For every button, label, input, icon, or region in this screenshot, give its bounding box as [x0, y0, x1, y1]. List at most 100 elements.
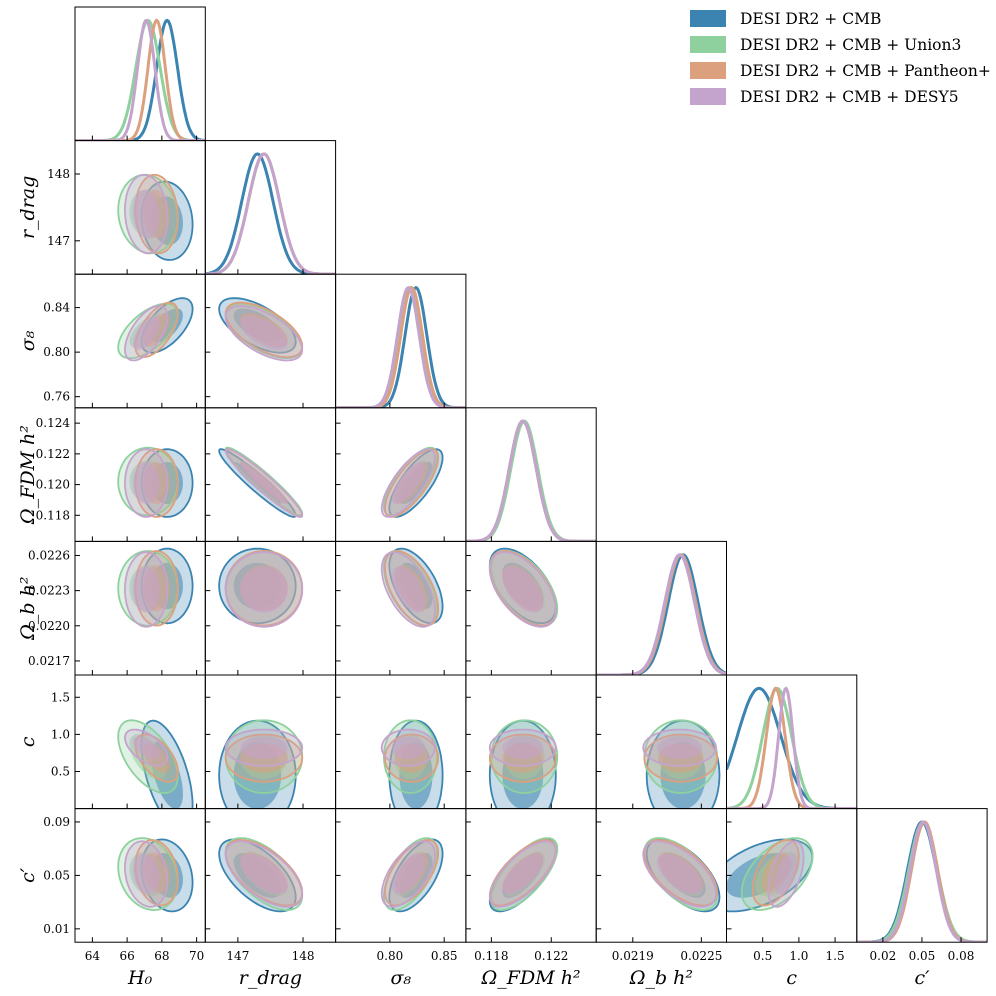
contour-68-c-H0-series-3: [133, 736, 160, 759]
x-tick-label-OmFDM: 0.118: [474, 949, 508, 963]
contour-68-c-OmFDM-series-3: [502, 736, 544, 759]
contour-68-cprime-Ombh2-series-3: [657, 853, 703, 895]
y-tick-label-OmFDM: 0.118: [36, 508, 70, 522]
legend-label-series-3: DESI DR2 + CMB + DESY5: [740, 88, 959, 106]
y-tick-label-cprime: 0.05: [43, 868, 70, 882]
marginal-line-cprime-series-0: [856, 820, 988, 943]
legend-swatch-series-0: [690, 10, 726, 27]
marginal-line-cprime-series-2: [856, 820, 988, 943]
marginal-line-Ombh2-series-3: [596, 553, 727, 676]
panel-cprime-Ombh2: 0.0219 0.0225: [595, 808, 728, 963]
legend-swatch-series-2: [690, 62, 726, 79]
x-tick-label-c: 1.5: [826, 949, 845, 963]
panel-rdrag-H0: 147 148: [47, 140, 206, 275]
contour-68-c-Ombh2-series-3: [657, 736, 703, 759]
panel-Ombh2-H0: 0.0217 0.0220 0.0223 0.0226: [28, 540, 206, 676]
y-tick-label-rdrag: 147: [47, 234, 70, 248]
legend: DESI DR2 + CMB DESI DR2 + CMB + Union3 DES…: [690, 10, 991, 106]
panel-Ombh2-OmFDM: [465, 540, 597, 676]
panel-rdrag-rdrag: [204, 140, 337, 275]
panel-cprime-H0: 64 66 68 70 0.01 0.05 0.09: [43, 808, 206, 963]
panel-c-OmFDM: [465, 674, 597, 810]
panel-c-Ombh2: [595, 674, 728, 810]
y-axis-label-Ombh2: Ω_b h²: [17, 577, 39, 641]
panel-c-c: [726, 674, 858, 810]
x-tick-label-cprime: 0.02: [870, 949, 897, 963]
panel-OmFDM-OmFDM: [465, 407, 597, 542]
panel-H0-H0: [74, 6, 206, 142]
x-tick-label-H0: 68: [154, 949, 169, 963]
marginal-line-cprime-series-1: [856, 820, 988, 943]
contour-68-cprime-rdrag-series-3: [240, 853, 288, 895]
y-tick-label-sigma8: 0.76: [43, 390, 70, 404]
panel-OmFDM-sigma8: [335, 407, 467, 542]
marginal-line-rdrag-series-3: [205, 152, 336, 275]
y-tick-label-c: 0.5: [51, 764, 70, 778]
y-tick-label-sigma8: 0.80: [43, 345, 70, 359]
y-tick-label-cprime: 0.09: [43, 815, 70, 829]
panel-Ombh2-sigma8: [335, 540, 467, 676]
panel-frame-6-6: [856, 808, 988, 943]
y-tick-label-Ombh2: 0.0223: [28, 584, 70, 598]
panel-c-rdrag: [204, 674, 337, 810]
marginal-line-rdrag-series-1: [205, 152, 336, 275]
x-tick-label-OmFDM: 0.122: [534, 949, 568, 963]
contour-68-Ombh2-H0-series-3: [133, 566, 160, 613]
x-tick-label-H0: 66: [119, 949, 134, 963]
x-axis-label-c: c: [786, 967, 797, 989]
panel-cprime-sigma8: 0.80 0.85: [335, 808, 467, 963]
y-tick-label-OmFDM: 0.122: [36, 447, 70, 461]
panel-frame-3-1: [204, 407, 337, 542]
contour-68-sigma8-rdrag-series-3: [240, 316, 288, 351]
panel-frame-3-3: [465, 407, 597, 542]
y-axis-label-sigma8: σ₈: [17, 330, 39, 351]
panel-sigma8-H0: 0.76 0.80 0.84: [43, 273, 206, 409]
panel-cprime-rdrag: 147 148: [204, 808, 337, 963]
y-axis-label-cprime: c′: [17, 867, 39, 883]
y-tick-label-Ombh2: 0.0217: [28, 654, 70, 668]
x-axis-label-rdrag: r_drag: [239, 967, 302, 989]
panel-c-H0: 0.5 1.0 1.5: [51, 674, 206, 810]
y-tick-label-cprime: 0.01: [43, 922, 70, 936]
x-tick-label-sigma8: 0.85: [431, 949, 458, 963]
contour-68-cprime-OmFDM-series-3: [502, 853, 544, 895]
y-tick-label-Ombh2: 0.0220: [28, 619, 70, 633]
contour-68-Ombh2-rdrag-series-3: [240, 566, 288, 613]
contour-68-Ombh2-OmFDM-series-3: [502, 566, 544, 613]
contour-68-cprime-sigma8-series-3: [391, 853, 425, 895]
y-tick-label-c: 1.0: [51, 727, 70, 741]
legend-swatch-series-1: [690, 36, 726, 53]
contour-68-sigma8-H0-series-3: [133, 316, 160, 351]
y-tick-label-c: 1.5: [51, 690, 70, 704]
x-tick-label-cprime: 0.08: [948, 949, 975, 963]
legend-swatch-series-3: [690, 88, 726, 105]
panel-OmFDM-H0: 0.118 0.120 0.122 0.124: [36, 407, 206, 542]
y-tick-label-Ombh2: 0.0226: [28, 548, 70, 562]
x-tick-label-H0: 64: [85, 949, 101, 963]
legend-label-series-1: DESI DR2 + CMB + Union3: [740, 36, 961, 54]
legend-label-series-0: DESI DR2 + CMB: [740, 10, 881, 28]
marginal-line-c-series-0: [726, 686, 857, 809]
x-tick-label-Ombh2: 0.0225: [680, 949, 722, 963]
x-tick-label-H0: 70: [189, 949, 204, 963]
x-axis-label-Ombh2: Ω_b h²: [629, 967, 693, 989]
contour-68-c-rdrag-series-3: [240, 736, 288, 759]
panel-Ombh2-rdrag: [204, 540, 337, 676]
contour-68-cprime-H0-series-3: [133, 853, 160, 895]
marginal-line-OmFDM-series-3: [465, 419, 597, 542]
panel-cprime-c: 0.5 1.0 1.5: [726, 808, 858, 963]
y-tick-label-OmFDM: 0.124: [36, 416, 71, 430]
x-tick-label-c: 0.5: [753, 949, 772, 963]
y-axis-label-OmFDM: Ω_FDM h²: [17, 425, 39, 525]
y-tick-label-OmFDM: 0.120: [36, 478, 70, 492]
panel-cprime-OmFDM: 0.118 0.122: [465, 808, 597, 963]
y-axis-label-rdrag: r_drag: [17, 176, 39, 239]
y-tick-label-rdrag: 148: [47, 167, 70, 181]
marginal-line-sigma8-series-3: [335, 285, 466, 408]
x-tick-label-sigma8: 0.80: [377, 949, 404, 963]
x-tick-label-Ombh2: 0.0219: [612, 949, 654, 963]
contour-68-OmFDM-H0-series-3: [133, 462, 160, 505]
x-axis-label-cprime: c′: [914, 967, 930, 989]
contour-68-cprime-c-series-3: [774, 853, 797, 895]
